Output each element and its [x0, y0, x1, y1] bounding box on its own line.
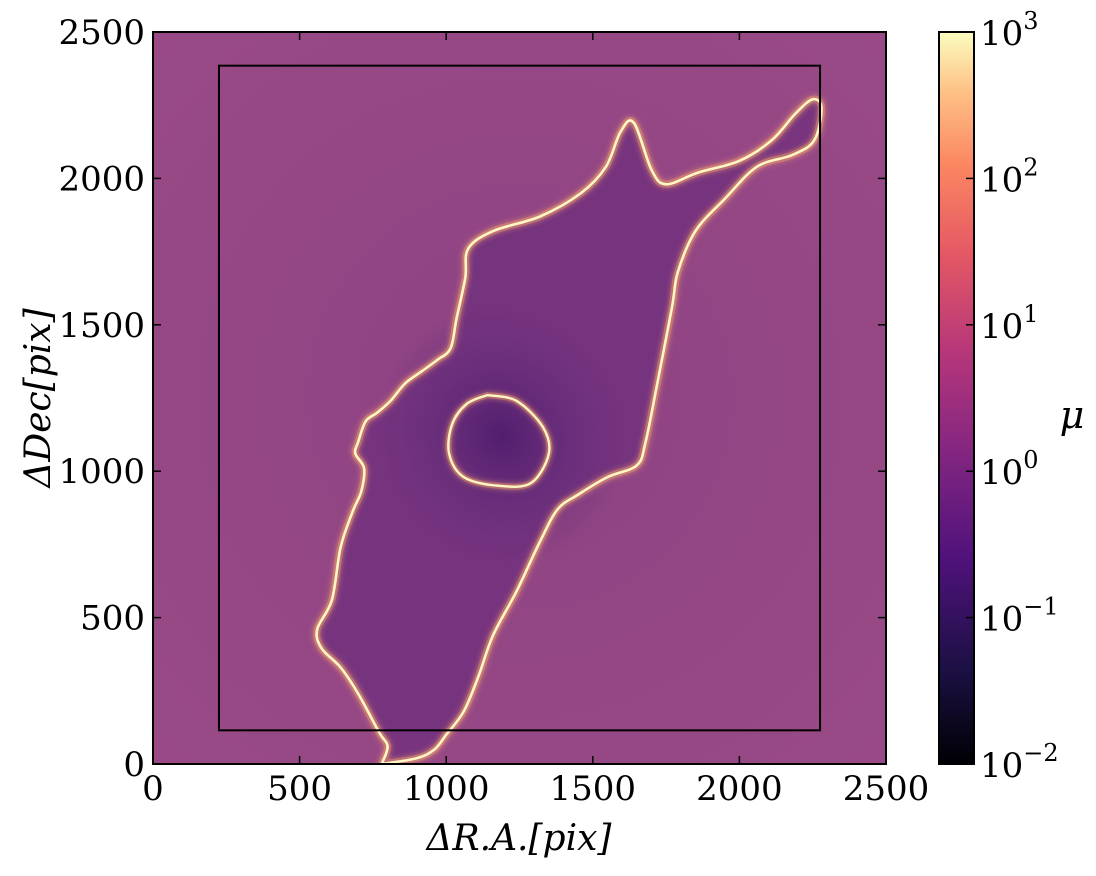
colorbar-tick-base: 10: [980, 160, 1023, 200]
y-axis: 0 500 1000 1500 2000 2500: [58, 13, 886, 785]
field-of-view-box: [217, 64, 822, 732]
colorbar: [939, 32, 974, 764]
critical-curve-outer: [315, 97, 823, 764]
colorbar-tick-label: 102: [980, 153, 1039, 200]
colorbar-tick-exponent: 0: [1023, 446, 1038, 474]
y-tick-label: 1000: [58, 452, 145, 492]
x-tick-label: 1000: [403, 769, 490, 809]
x-tick-label: 1500: [550, 769, 637, 809]
colorbar-tick-label: 103: [980, 7, 1039, 54]
colorbar-frame: [938, 31, 975, 765]
x-axis: 0 500 1000 1500 2000 2500: [142, 32, 929, 809]
colorbar-tick-base: 10: [980, 14, 1023, 54]
x-tick-label: 2500: [843, 769, 930, 809]
x-axis-label: ΔR.A.[pix]: [425, 818, 613, 859]
colorbar-tick-label: 10−2: [980, 739, 1059, 786]
y-tick-label: 2500: [58, 13, 145, 53]
colorbar-tick-exponent: −1: [1023, 593, 1058, 621]
heatmap-layer: [217, 64, 825, 764]
critical-curve-inner: [447, 393, 551, 488]
colorbar-tick-base: 10: [980, 746, 1023, 786]
y-axis-label: ΔDec[pix]: [18, 307, 59, 489]
x-tick-label: 500: [267, 769, 332, 809]
y-tick-label: 500: [80, 599, 145, 639]
y-tick-label: 0: [123, 745, 145, 785]
colorbar-tick-label: 100: [980, 446, 1039, 493]
y-tick-label: 2000: [58, 159, 145, 199]
colorbar-tick-exponent: 3: [1023, 7, 1038, 35]
colorbar-tick-label: 10−1: [980, 593, 1059, 640]
colorbar-tick-base: 10: [980, 600, 1023, 640]
colorbar-tick-exponent: 2: [1023, 153, 1038, 181]
x-tick-label: 0: [142, 769, 164, 809]
colorbar-tick-label: 101: [980, 300, 1039, 347]
x-tick-label: 2000: [696, 769, 783, 809]
colorbar-tick-exponent: 1: [1023, 300, 1038, 328]
colorbar-tick-base: 10: [980, 307, 1023, 347]
y-tick-label: 1500: [58, 306, 145, 346]
colorbar-tick-exponent: −2: [1023, 739, 1058, 767]
colorbar-label: μ: [1060, 393, 1085, 437]
colorbar-tick-base: 10: [980, 453, 1023, 493]
plot-frame: [152, 31, 887, 765]
